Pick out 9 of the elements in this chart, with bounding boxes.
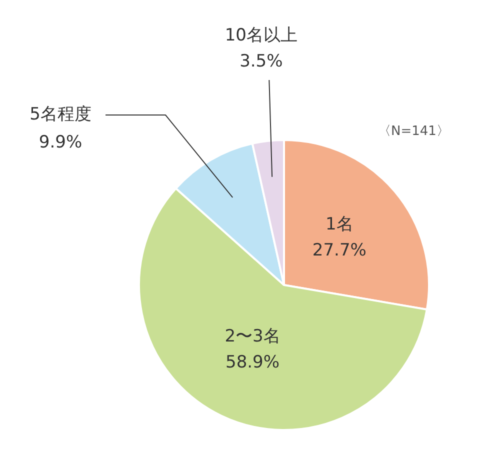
data-label: 3.5%: [240, 51, 283, 72]
data-label: 27.7%: [312, 240, 366, 261]
text: 〈N=141〉: [378, 123, 450, 140]
slice-label: 5名程度: [30, 104, 92, 124]
slice-label: 2〜3名: [224, 326, 280, 347]
data-label: 9.9%: [38, 132, 82, 152]
slice-label: 10名以上: [224, 25, 298, 46]
slice-label: 1名: [326, 214, 354, 235]
data-label: 58.9%: [226, 352, 280, 373]
